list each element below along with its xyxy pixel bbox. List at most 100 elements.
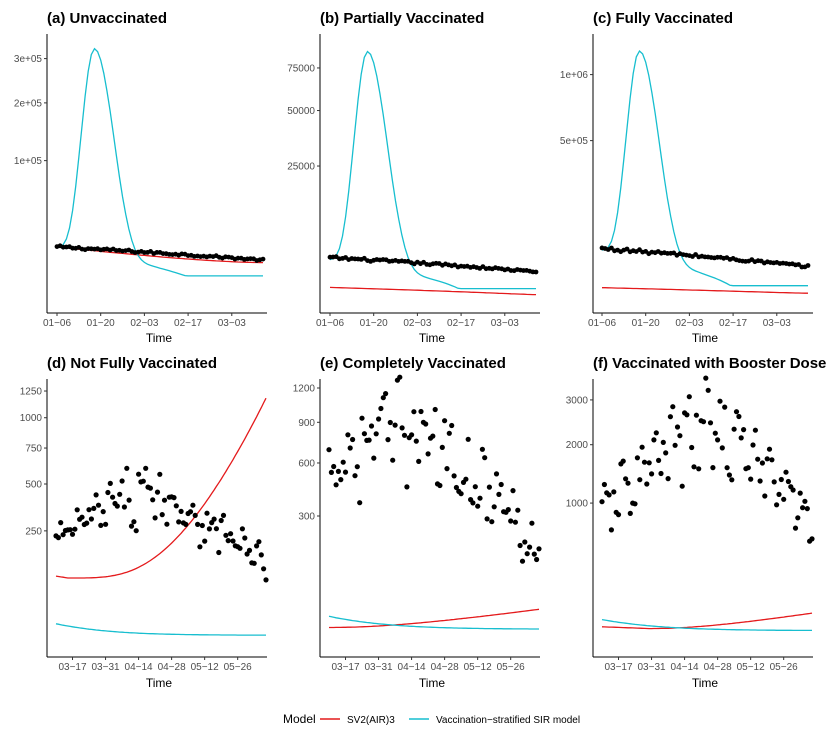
- y-tick-label: 1000: [566, 499, 589, 510]
- observed-point: [340, 459, 346, 465]
- observed-point: [354, 464, 360, 470]
- observed-point: [615, 511, 622, 518]
- observed-point: [601, 481, 608, 488]
- observed-point: [762, 493, 768, 499]
- legend-label-sir: Vaccination−stratified SIR model: [436, 715, 580, 726]
- observed-point: [119, 478, 125, 484]
- observed-point: [74, 507, 80, 513]
- observed-point: [383, 391, 389, 397]
- observed-point: [103, 521, 109, 527]
- observed-point: [624, 246, 630, 252]
- panel-a-xlabel: Time: [146, 331, 173, 345]
- observed-point: [781, 496, 787, 502]
- observed-point: [745, 465, 751, 471]
- observed-point: [342, 469, 349, 475]
- panel-d-title: (d) Not Fully Vaccinated: [47, 355, 217, 372]
- observed-point: [696, 466, 702, 472]
- observed-point: [91, 505, 97, 511]
- x-tick-label: 03−31: [365, 662, 394, 673]
- observed-point: [197, 544, 203, 550]
- observed-point: [625, 480, 631, 486]
- legend-label-sv2: SV2(AIR)3: [347, 715, 395, 726]
- observed-point: [173, 503, 179, 509]
- observed-point: [646, 460, 652, 466]
- observed-point: [712, 430, 718, 436]
- observed-point: [131, 519, 137, 525]
- observed-point: [239, 526, 245, 532]
- observed-point: [418, 408, 424, 415]
- observed-point: [95, 502, 102, 508]
- x-tick-label: 01−20: [360, 318, 389, 329]
- observed-point: [338, 477, 344, 483]
- observed-point: [797, 490, 803, 496]
- panel-d-xlabel: Time: [146, 676, 173, 690]
- x-tick-label: 01−20: [632, 318, 661, 329]
- observed-point: [804, 506, 810, 512]
- x-tick-label: 03−03: [763, 318, 792, 329]
- observed-point: [741, 427, 747, 433]
- panel-d-plot: 250 500 750 1000 1250 03−17 03−31 04−14 04−28 05−…: [20, 379, 269, 673]
- observed-point: [164, 521, 170, 527]
- x-tick-label: 05−12: [737, 662, 766, 673]
- x-tick-label: 03−17: [58, 662, 87, 673]
- y-tick-label: 900: [298, 418, 315, 429]
- observed-point: [117, 491, 123, 497]
- observed-point: [246, 547, 253, 554]
- y-tick-label: 25000: [287, 162, 315, 173]
- observed-point: [736, 413, 742, 420]
- observed-point: [430, 433, 436, 439]
- observed-point: [634, 455, 641, 461]
- observed-point: [805, 263, 811, 268]
- x-tick-label: 04−14: [671, 662, 700, 673]
- panel-c-xlabel: Time: [692, 331, 719, 345]
- observed-point: [404, 484, 410, 490]
- x-tick-label: 01−06: [316, 318, 345, 329]
- y-tick-label: 750: [25, 444, 42, 455]
- observed-point: [486, 484, 492, 490]
- observed-point: [489, 519, 495, 525]
- panel-f-xlabel: Time: [692, 676, 719, 690]
- observed-point: [493, 471, 500, 477]
- x-tick-label: 05−26: [497, 662, 526, 673]
- observed-point: [176, 519, 182, 525]
- observed-point: [774, 502, 780, 508]
- legend-title: Model: [283, 712, 316, 726]
- observed-point: [705, 387, 711, 393]
- x-tick-label: 02−17: [174, 318, 203, 329]
- y-tick-label: 1000: [20, 413, 43, 424]
- observed-point: [508, 518, 514, 524]
- observed-point: [114, 503, 120, 509]
- observed-point: [411, 409, 417, 415]
- observed-point: [423, 421, 429, 427]
- panel-e-plot: 300 600 900 1200 03−17 03−31 04−14 04−28 05−12 05…: [293, 374, 542, 673]
- y-tick-label: 1e+05: [14, 156, 43, 167]
- panel-b-xlabel: Time: [419, 331, 446, 345]
- observed-point: [620, 458, 626, 464]
- observed-point: [128, 523, 135, 529]
- observed-point: [510, 488, 516, 494]
- observed-point: [328, 469, 334, 475]
- observed-point: [143, 465, 149, 471]
- observed-point: [121, 504, 127, 510]
- observed-point: [154, 489, 161, 495]
- observed-point: [463, 476, 469, 482]
- observed-point: [783, 469, 789, 475]
- observed-point: [491, 504, 497, 510]
- observed-point: [733, 409, 740, 415]
- observed-point: [192, 512, 198, 519]
- observed-point: [684, 412, 690, 418]
- observed-point: [218, 517, 224, 524]
- observed-point: [534, 556, 540, 563]
- observed-point: [347, 445, 353, 451]
- observed-point: [110, 494, 116, 500]
- y-tick-label: 1e+06: [560, 70, 589, 81]
- observed-point: [55, 535, 62, 541]
- observed-point: [60, 532, 66, 538]
- observed-point: [519, 558, 526, 564]
- observed-point: [230, 538, 236, 544]
- observed-point: [331, 463, 337, 470]
- observed-point: [792, 525, 799, 531]
- observed-point: [689, 444, 695, 451]
- observed-point: [470, 500, 476, 506]
- observed-point: [359, 415, 365, 421]
